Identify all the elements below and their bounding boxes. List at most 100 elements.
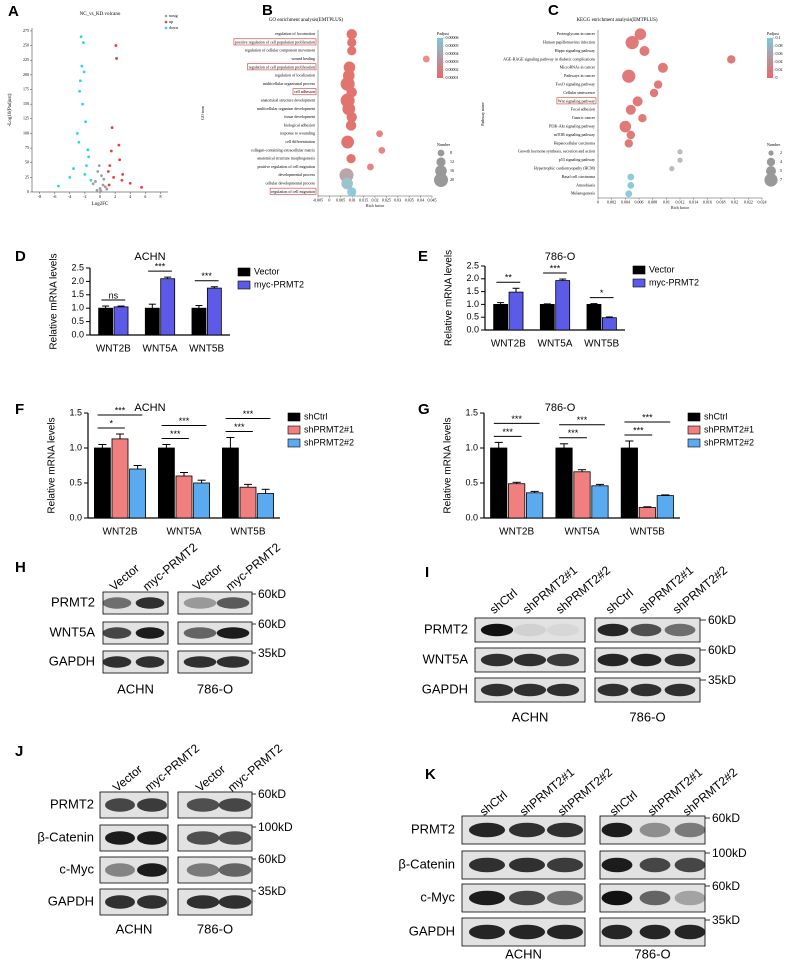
- y-tick-label: 0.5: [465, 477, 478, 487]
- bar: [98, 307, 114, 336]
- blot-band: [135, 597, 165, 609]
- error-bar: [497, 302, 505, 305]
- blot-band: [508, 857, 546, 873]
- x-tick-label: 0.045: [428, 197, 437, 202]
- dot: [627, 173, 635, 181]
- row-label: GAPDH: [409, 923, 455, 938]
- size-label: 7: [780, 177, 782, 182]
- y-tick-label: 0.0: [466, 324, 479, 334]
- dot: [343, 61, 356, 74]
- point: [95, 188, 99, 192]
- chart-title: 786-O: [545, 402, 576, 414]
- dot: [657, 62, 668, 73]
- blot-band: [546, 623, 580, 637]
- dot: [347, 37, 357, 48]
- y-axis-label: GO term: [200, 105, 205, 120]
- point: [77, 140, 81, 144]
- category-label: Growth hormone synthesis, secretion and …: [518, 149, 595, 155]
- blot-band: [674, 857, 706, 873]
- dot: [622, 69, 636, 83]
- significance-label: ***: [155, 261, 166, 271]
- blot-band: [102, 627, 132, 639]
- y-tick-label: 0.0: [465, 512, 478, 522]
- error-bar: [102, 305, 110, 309]
- error-bar: [530, 490, 539, 493]
- error-bar: [661, 494, 670, 496]
- y-tick-label: 1.5: [465, 407, 478, 417]
- x-tick-label: 0.03: [394, 197, 401, 202]
- blot-band: [218, 895, 252, 909]
- bar: [111, 438, 129, 519]
- blot-band: [218, 863, 252, 877]
- panel-label: B: [262, 2, 273, 19]
- dot: [347, 187, 357, 197]
- panel-label: F: [15, 401, 24, 418]
- point: [86, 148, 90, 152]
- color-tick-label: 0.00004: [446, 51, 459, 56]
- legend-swatch: [237, 267, 251, 277]
- dot: [627, 182, 635, 189]
- panel-label: J: [15, 743, 23, 760]
- point: [101, 183, 105, 187]
- x-tick-label: WNT2B: [96, 344, 131, 355]
- legend-swatch: [687, 412, 701, 422]
- significance-label: ***: [179, 416, 190, 426]
- bar: [526, 492, 544, 519]
- point: [81, 102, 85, 106]
- blot-band: [105, 895, 135, 909]
- category-label: MicroRNAs in cancer: [560, 65, 596, 70]
- x-tick-label: WNT5A: [565, 527, 600, 538]
- blot-band: [513, 653, 547, 667]
- point: [91, 182, 95, 186]
- category-label: Wnt signaling pathway: [558, 98, 595, 103]
- chart-title: KEGG enrichment analysis(EMTPLUS): [576, 18, 657, 23]
- error-bar: [197, 479, 206, 483]
- significance-label: ns: [109, 290, 119, 300]
- error-bar: [116, 433, 124, 439]
- highlight-box: [269, 187, 317, 195]
- blot-band: [601, 924, 633, 940]
- x-tick-label: WNT5B: [231, 527, 266, 538]
- blot-band: [664, 623, 696, 637]
- size-label: 5: [780, 168, 782, 173]
- dot: [345, 120, 357, 131]
- category-label: regulation of cell migration: [271, 189, 315, 194]
- legend-label: nosig: [169, 13, 178, 18]
- blot-band: [218, 798, 252, 812]
- blot-band: [639, 890, 671, 906]
- bar: [129, 468, 147, 519]
- category-label: tissue development: [284, 114, 316, 119]
- lane-label: shCtrl: [477, 788, 510, 819]
- point: [96, 170, 100, 173]
- row-label: GAPDH: [49, 653, 95, 668]
- row-label: GAPDH: [48, 893, 94, 908]
- blot-band: [674, 822, 706, 838]
- x-axis-label: Rich factor: [366, 203, 385, 208]
- blot-band: [546, 857, 584, 873]
- point: [107, 183, 111, 187]
- x-tick-label: WNT5A: [167, 527, 202, 538]
- y-tick-label: 200: [23, 72, 29, 77]
- row-label: β-Catenin: [398, 856, 455, 871]
- x-tick-label: WNT2B: [491, 339, 526, 350]
- category-label: Hepatocellular carcinoma: [554, 140, 595, 145]
- y-tick-label: 0.5: [69, 477, 82, 487]
- cell-line-label: 786-O: [634, 946, 670, 961]
- x-tick-label: 0.024: [758, 199, 767, 204]
- panel-label: I: [425, 564, 429, 581]
- significance-label: ***: [201, 271, 212, 281]
- chart-title: 786-O: [545, 251, 576, 263]
- x-tick-label: 0.006: [635, 199, 644, 204]
- x-tick-label: WNT5B: [189, 344, 224, 355]
- x-tick-label: -0.005: [313, 197, 323, 202]
- x-tick-label: WNT2B: [499, 527, 534, 538]
- error-bar: [559, 278, 567, 281]
- category-label: biological adhesion: [284, 122, 315, 127]
- x-tick-label: 0.016: [703, 199, 712, 204]
- dot: [625, 104, 636, 115]
- blot-band: [183, 597, 217, 609]
- dot: [634, 28, 647, 40]
- point: [115, 57, 119, 60]
- size-label: 8: [450, 150, 452, 155]
- y-tick-label: 0: [27, 189, 29, 194]
